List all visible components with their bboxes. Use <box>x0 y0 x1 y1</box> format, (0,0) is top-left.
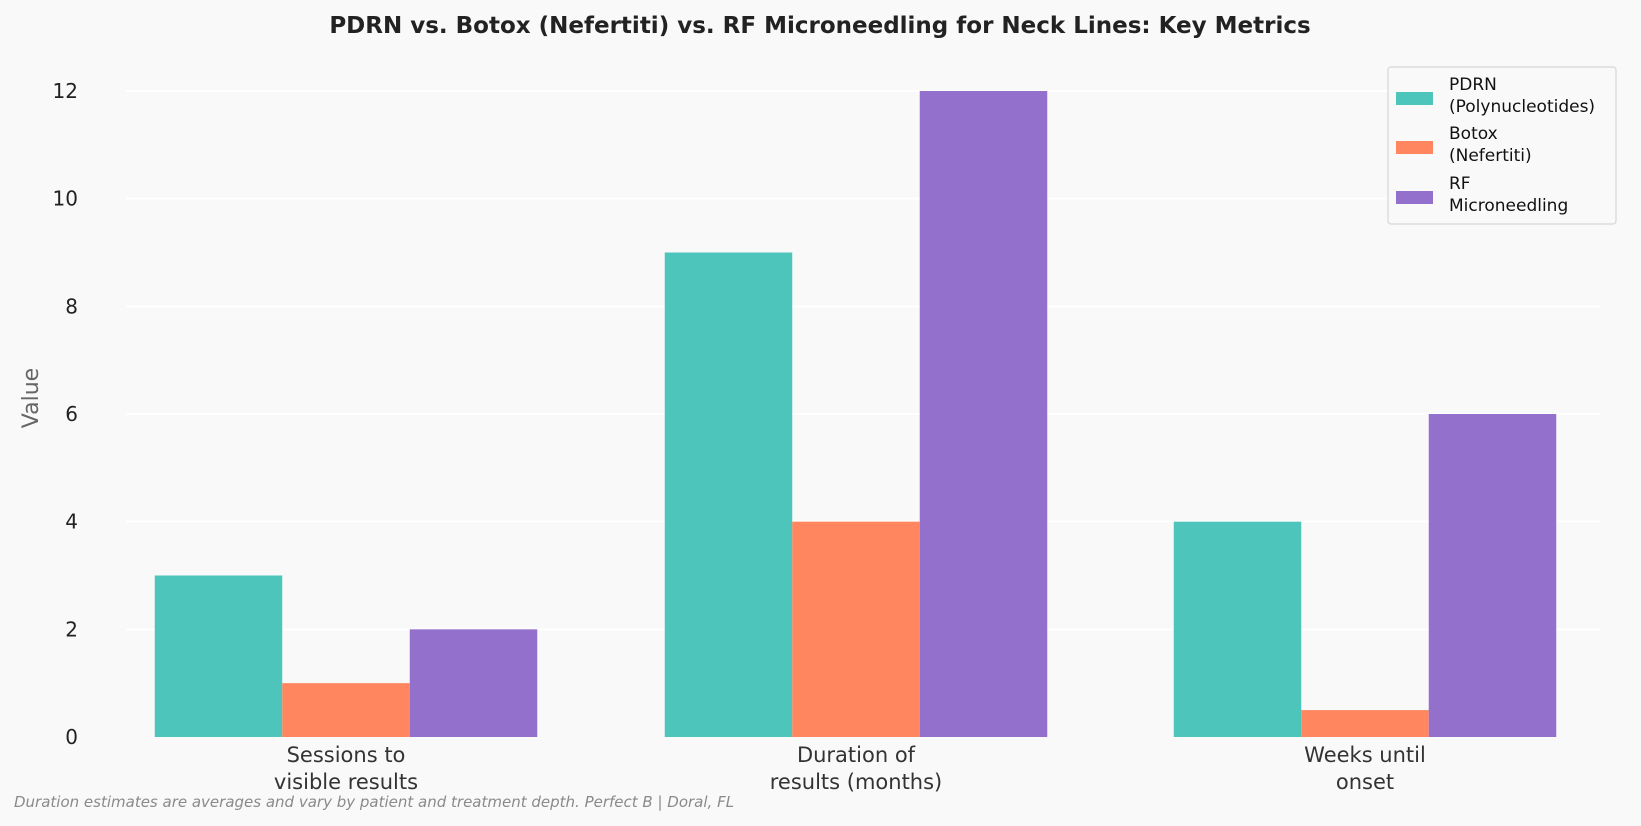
legend-swatch <box>1396 141 1433 154</box>
legend-label: PDRN (Polynucleotides) <box>1449 75 1595 117</box>
chart-title: PDRN vs. Botox (Nefertiti) vs. RF Micron… <box>329 13 1310 39</box>
legend: PDRN (Polynucleotides) Botox (Nefertiti) RF M… <box>1387 66 1617 225</box>
legend-label: RF Microneedling <box>1449 174 1568 216</box>
y-tick-label: 0 <box>65 725 78 749</box>
legend-swatch <box>1396 191 1433 204</box>
x-category-label: Duration of results (months) <box>770 743 943 794</box>
bar <box>154 575 283 737</box>
legend-swatch <box>1396 92 1433 105</box>
bar <box>282 683 410 737</box>
y-tick-label: 8 <box>65 294 78 318</box>
y-tick-label: 10 <box>53 187 78 211</box>
footnote: Duration estimates are averages and vary… <box>14 793 734 811</box>
legend-label: Botox (Nefertiti) <box>1449 124 1532 166</box>
bar <box>409 629 538 737</box>
bar <box>664 252 793 737</box>
bar <box>1428 414 1557 737</box>
x-axis-categories: Sessions to visible results Duration of res… <box>274 743 1426 794</box>
y-tick-label: 2 <box>65 617 78 641</box>
y-tick-label: 4 <box>65 510 78 534</box>
bars <box>154 91 1557 737</box>
y-axis-ticks: 0 2 4 6 8 10 12 <box>53 79 78 749</box>
bar <box>792 521 920 737</box>
x-category-label: Weeks until onset <box>1304 743 1426 794</box>
bar <box>1301 710 1429 737</box>
y-tick-label: 6 <box>65 402 78 426</box>
y-tick-label: 12 <box>53 79 78 103</box>
x-category-label: Sessions to visible results <box>274 743 418 794</box>
y-axis-label: Value <box>19 368 44 428</box>
legend-box <box>1387 66 1617 225</box>
bar <box>919 91 1048 737</box>
bar <box>1173 521 1302 737</box>
